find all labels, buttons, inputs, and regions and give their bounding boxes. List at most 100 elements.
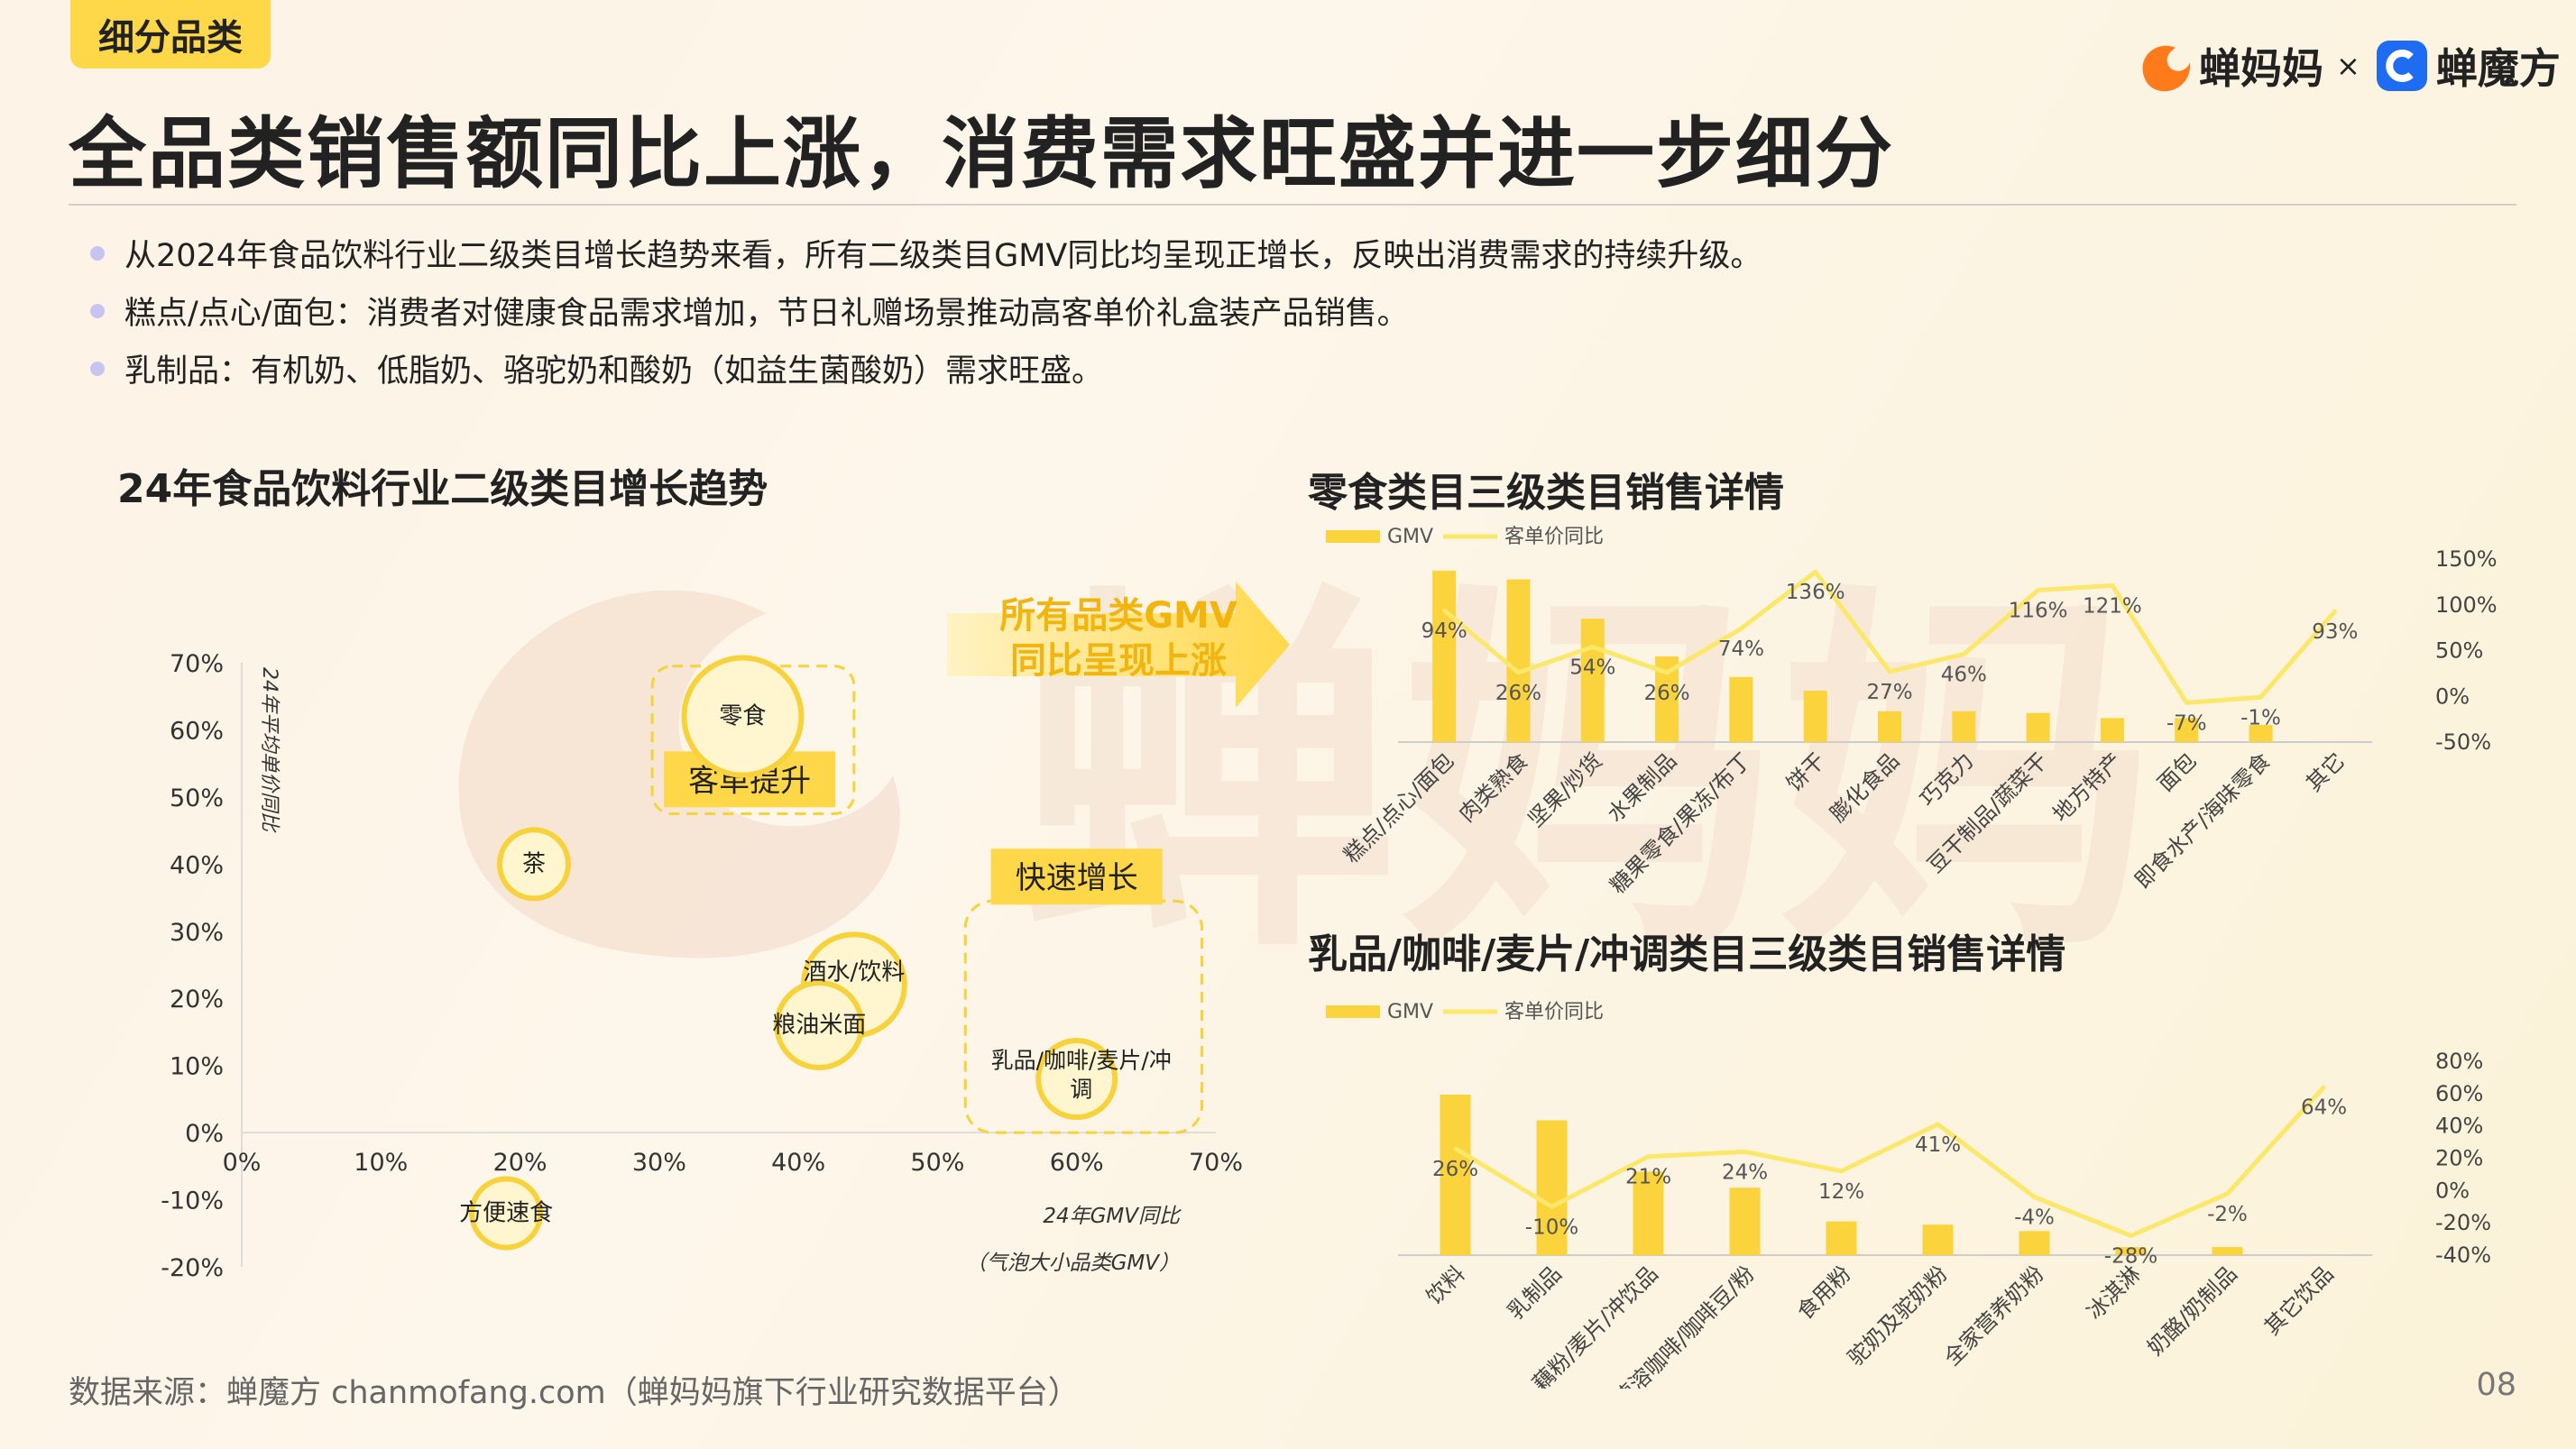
section-tag: 细分品类 xyxy=(70,0,271,69)
bubble-point xyxy=(1035,1038,1118,1121)
gmv-bar xyxy=(1729,1188,1761,1255)
y2-tick-label: 20% xyxy=(2435,1146,2483,1171)
line-point xyxy=(2322,1085,2326,1089)
category-label: 驼奶及驼奶粉 xyxy=(1843,1261,1953,1371)
x-tick-label: 0% xyxy=(223,1149,262,1177)
line-point xyxy=(1646,1154,1651,1159)
gmv-bar xyxy=(2115,1247,2147,1255)
line-point xyxy=(1550,1205,1554,1209)
value-label: 121% xyxy=(2083,594,2142,618)
bubble-label: 酒水/饮料 xyxy=(803,958,905,986)
gmv-bar xyxy=(1952,711,1976,742)
y2-tick-label: -40% xyxy=(2435,1243,2491,1268)
bullet-item: 乳制品：有机奶、低脂奶、骆驼奶和酸奶（如益生菌酸奶）需求旺盛。 xyxy=(90,345,1103,391)
value-label: 26% xyxy=(1644,682,1690,705)
x-tick-label: 30% xyxy=(632,1149,686,1177)
line-point xyxy=(1739,627,1743,631)
category-label: 饼干 xyxy=(1781,747,1830,796)
y-axis-label: 24年平均单价同比 xyxy=(258,667,281,833)
y-tick-label: 0% xyxy=(185,1120,224,1148)
line-point xyxy=(1590,645,1595,649)
bubble-label: 乳品/咖啡/麦片/冲调 xyxy=(991,1048,1172,1103)
category-label: 奶酪/奶制品 xyxy=(2142,1261,2241,1360)
y-tick-label: 40% xyxy=(170,851,224,879)
line-point xyxy=(1516,670,1521,674)
line-point xyxy=(2259,695,2263,700)
data-source-footer: 数据来源：蝉魔方 chanmofang.com（蝉妈妈旗下行业研究数据平台） xyxy=(69,1375,1080,1411)
y-tick-label: 10% xyxy=(170,1053,224,1081)
line-point xyxy=(1839,1169,1844,1173)
category-label: 其它饮品 xyxy=(2259,1261,2339,1340)
bubble-size-note: （气泡大小品类GMV） xyxy=(966,1252,1180,1275)
line-point xyxy=(2225,1191,2230,1196)
value-label: 41% xyxy=(1915,1133,1961,1157)
gmv-bar xyxy=(1878,711,1901,742)
gmv-bar xyxy=(2212,1247,2243,1255)
category-label: 饮料 xyxy=(1421,1261,1470,1309)
value-label: 93% xyxy=(2312,620,2358,644)
value-label: -1% xyxy=(2240,706,2281,729)
value-label: -2% xyxy=(2207,1203,2248,1226)
x-axis-label: 24年GMV同比 xyxy=(1043,1205,1182,1228)
bubble-point xyxy=(469,1176,544,1251)
value-label: 94% xyxy=(1421,619,1467,643)
gmv-bar xyxy=(1803,691,1827,742)
y2-tick-label: 150% xyxy=(2435,546,2498,572)
value-label: 54% xyxy=(1569,656,1615,679)
dairy-chart-title: 乳品/咖啡/麦片/冲调类目三级类目销售详情 xyxy=(1308,931,2066,977)
gmv-bar xyxy=(2175,718,2199,742)
value-label: 74% xyxy=(1718,637,1764,661)
value-label: 64% xyxy=(2301,1096,2347,1120)
value-label: 136% xyxy=(1786,581,1845,604)
y2-tick-label: 60% xyxy=(2435,1081,2483,1106)
y2-tick-label: 100% xyxy=(2435,592,2498,618)
value-label: 24% xyxy=(1722,1160,1768,1184)
y-tick-label: 60% xyxy=(170,717,224,745)
y-tick-label: 50% xyxy=(170,784,224,812)
value-label: -7% xyxy=(2167,711,2207,735)
gmv-bar xyxy=(1432,571,1457,742)
x-tick-label: 40% xyxy=(771,1149,825,1177)
bubble-label: 方便速食 xyxy=(459,1199,553,1226)
line-point xyxy=(1743,1150,1747,1154)
gmv-bar xyxy=(1922,1224,1954,1255)
line-point xyxy=(1936,1122,1940,1126)
line-point xyxy=(1888,669,1891,674)
category-label: 乳制品 xyxy=(1503,1261,1567,1325)
value-label: 12% xyxy=(1818,1180,1864,1204)
title-divider xyxy=(69,204,2516,206)
gmv-bar xyxy=(2026,712,2050,742)
bullet-dot-icon xyxy=(90,361,105,376)
gmv-bar xyxy=(2249,725,2273,742)
snack-chart: GMV 客单价同比 150% 100% 50% 0% -50% 94% 26% 54% 26% 74%… xyxy=(1326,526,2498,898)
value-label: 46% xyxy=(1941,664,1987,687)
line-point xyxy=(1813,570,1817,574)
category-label: 冰淇淋 xyxy=(2082,1261,2146,1325)
value-label: 27% xyxy=(1866,681,1912,704)
gmv-bar xyxy=(2100,718,2124,742)
growth-arrow: 所有品类GMV 同比呈现上涨 xyxy=(947,577,1290,712)
bullet-dot-icon xyxy=(90,303,105,318)
y2-tick-label: 40% xyxy=(2435,1114,2483,1139)
bubble-point xyxy=(681,655,805,778)
y2-tick-label: -20% xyxy=(2435,1210,2491,1235)
y2-tick-label: 0% xyxy=(2435,1178,2470,1203)
x-tick-label: 60% xyxy=(1050,1149,1104,1177)
x-tick-label: 20% xyxy=(493,1149,547,1177)
line-point xyxy=(1665,670,1670,674)
bullet-item: 从2024年食品饮料行业二级类目增长趋势来看，所有二级类目GMV同比均呈现正增长… xyxy=(90,230,1762,276)
y-tick-label: 70% xyxy=(170,650,224,678)
x-tick-label: 50% xyxy=(910,1149,964,1177)
chanmofang-logo-text: 蝉魔方 xyxy=(2435,44,2561,93)
x-tick-label: 70% xyxy=(1189,1149,1243,1177)
y-tick-label: 30% xyxy=(170,919,224,947)
category-label: 食用粉 xyxy=(1792,1261,1856,1325)
bubble-point xyxy=(774,980,865,1070)
y2-tick-label: 0% xyxy=(2435,683,2470,709)
gmv-bar xyxy=(1440,1095,1471,1255)
category-label: 糕点/点心/面包 xyxy=(1339,747,1458,867)
category-label: 膨化食品 xyxy=(1826,747,1905,827)
page-title: 全品类销售额同比上涨，消费需求旺盛并进一步细分 xyxy=(69,109,1894,199)
snack-chart-title: 零食类目三级类目销售详情 xyxy=(1308,470,1784,516)
brand-logos: 蝉妈妈 × 蝉魔方 xyxy=(2136,36,2561,96)
